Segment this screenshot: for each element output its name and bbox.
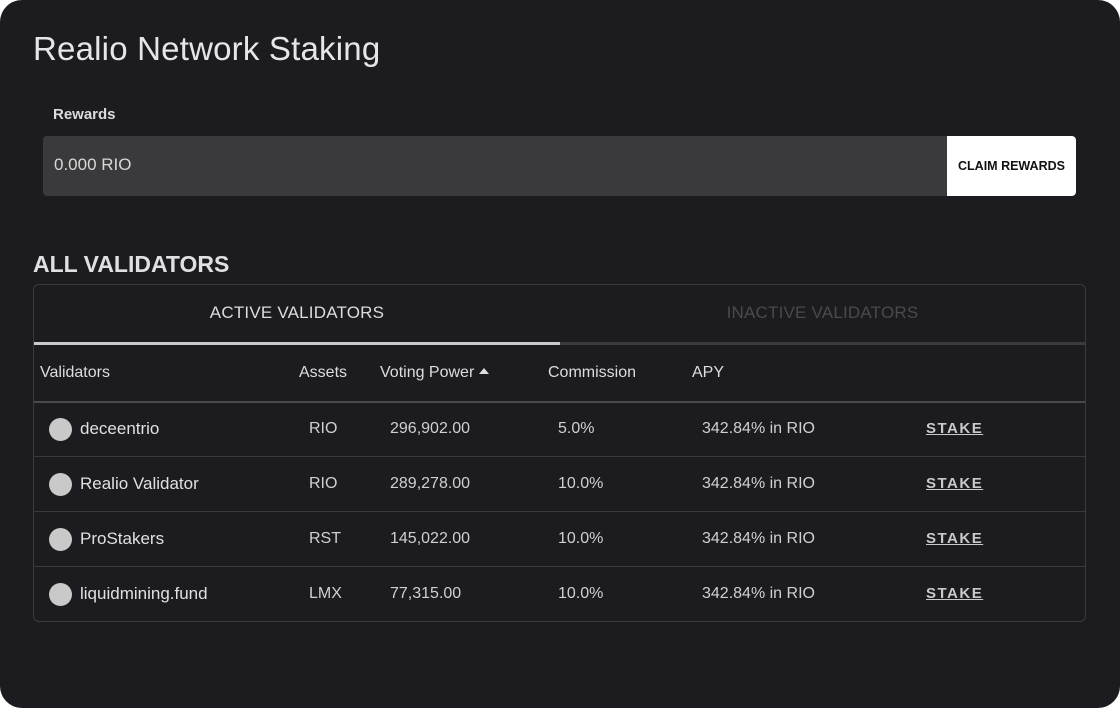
column-header-voting-power-label: Voting Power [380,364,475,381]
validator-commission: 5.0% [558,420,595,437]
stake-link[interactable]: STAKE [926,420,984,437]
validator-apy: 342.84% in RIO [702,585,815,602]
column-header-assets[interactable]: Assets [299,364,348,381]
table-row: liquidmining.fund LMX 77,315.00 10.0% 34… [34,567,1085,621]
column-header-commission[interactable]: Commission [548,364,637,381]
validator-avatar [49,418,72,441]
validator-commission: 10.0% [558,530,604,547]
rewards-field: 0.000 RIO CLAIM REWARDS [43,136,1076,196]
rewards-value: 0.000 RIO [54,155,132,174]
validator-avatar [49,528,72,551]
rewards-label: Rewards [53,106,116,123]
stake-link[interactable]: STAKE [926,530,984,547]
validator-voting-power: 289,278.00 [390,475,471,492]
validator-asset: RIO [309,475,338,492]
column-header-apy[interactable]: APY [692,364,725,381]
tab-active-validators[interactable]: ACTIVE VALIDATORS [34,285,560,345]
validator-voting-power: 145,022.00 [390,530,471,547]
validator-tabs: ACTIVE VALIDATORS INACTIVE VALIDATORS [34,285,1085,345]
validator-avatar [49,473,72,496]
validator-asset: RIO [309,420,338,437]
validator-name: deceentrio [80,419,160,438]
column-header-validators[interactable]: Validators [40,364,110,381]
claim-rewards-button[interactable]: CLAIM REWARDS [947,136,1076,196]
stake-link[interactable]: STAKE [926,475,984,492]
column-header-voting-power[interactable]: Voting Power [380,345,490,401]
table-header: Validators Assets Voting Power Commissio… [34,345,1085,403]
sort-ascending-icon [479,368,490,374]
validator-apy: 342.84% in RIO [702,530,815,547]
table-row: deceentrio RIO 296,902.00 5.0% 342.84% i… [34,402,1085,457]
validator-avatar [49,583,72,606]
validator-name: ProStakers [80,529,165,548]
page-title: Realio Network Staking [33,30,381,67]
stake-link[interactable]: STAKE [926,585,984,602]
validator-apy: 342.84% in RIO [702,475,815,492]
validator-voting-power: 296,902.00 [390,420,471,437]
all-validators-heading: ALL VALIDATORS [33,251,230,277]
validator-asset: RST [309,530,341,547]
validator-name: liquidmining.fund [80,584,208,603]
validator-apy: 342.84% in RIO [702,420,815,437]
validator-asset: LMX [309,585,342,602]
table-row: Realio Validator RIO 289,278.00 10.0% 34… [34,457,1085,512]
validator-name: Realio Validator [80,474,199,493]
validator-commission: 10.0% [558,475,604,492]
validators-panel: ACTIVE VALIDATORS INACTIVE VALIDATORS Va… [33,284,1086,622]
validator-voting-power: 77,315.00 [390,585,462,602]
validator-commission: 10.0% [558,585,604,602]
tab-inactive-validators[interactable]: INACTIVE VALIDATORS [560,285,1085,345]
table-row: ProStakers RST 145,022.00 10.0% 342.84% … [34,512,1085,567]
